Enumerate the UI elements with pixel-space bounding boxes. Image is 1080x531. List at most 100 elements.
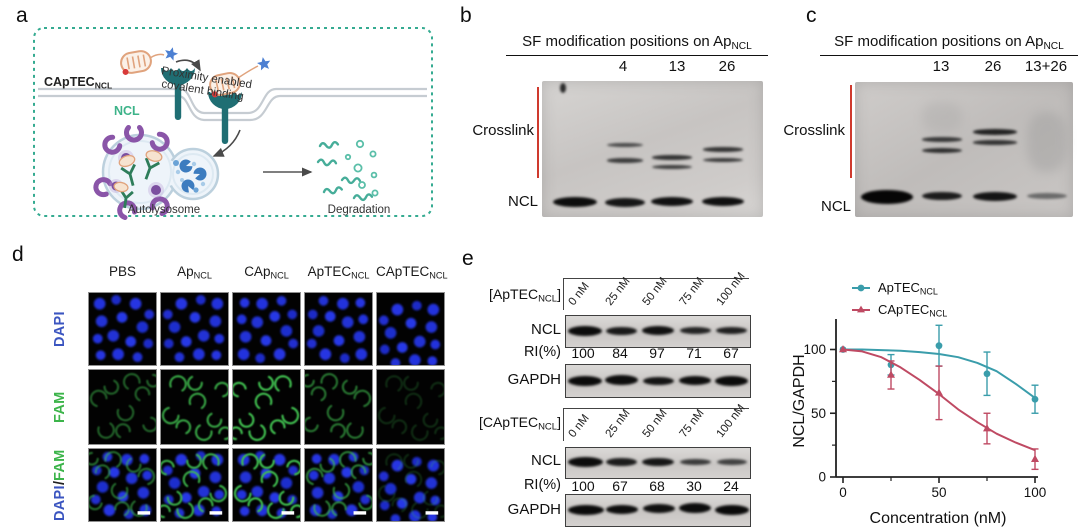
autolysosome-label: Autolysosome xyxy=(128,204,200,216)
blot-ncl-aptec xyxy=(565,315,751,348)
scale-bar xyxy=(137,511,151,515)
micrograph-dapi-aptec xyxy=(304,292,373,366)
ri-value: 71 xyxy=(686,345,702,361)
panel-label-e: e xyxy=(462,247,474,270)
ri-value: 30 xyxy=(686,478,702,494)
crosslink-label: Crosslink xyxy=(783,122,845,139)
gel-title-b: SF modification positions on ApNCL xyxy=(506,33,768,56)
blot-row-label-ncl: NCL xyxy=(530,321,561,338)
aptamer-icon xyxy=(118,48,154,77)
column-header-aptec: ApTECNCL xyxy=(307,264,370,281)
ri-value: 67 xyxy=(612,478,628,494)
dose-response-chart: ApTECNCL CApTECNCL 0 50 100 0 50 100 NCL/GAPD… xyxy=(791,280,1046,527)
blot-row-label-ncl: NCL xyxy=(530,452,561,469)
gel-title-c: SF modification positions on ApNCL xyxy=(820,33,1078,56)
scale-bar xyxy=(353,511,367,515)
svg-text:0: 0 xyxy=(818,470,826,485)
micrograph-dapi-ap xyxy=(160,292,229,366)
fluorophore-star-icon xyxy=(256,55,272,71)
gel-band xyxy=(702,197,744,206)
gel-band xyxy=(607,143,643,147)
ri-value: 84 xyxy=(612,345,628,361)
chart-plot-area: 0 50 100 0 50 100 xyxy=(803,324,1046,500)
concentration-label: 75 nM xyxy=(677,275,707,308)
blot-band xyxy=(642,458,674,466)
ri-label: RI(%) xyxy=(523,344,561,360)
gel-band xyxy=(922,137,962,142)
blot-band xyxy=(642,326,674,335)
gel-band xyxy=(607,158,643,163)
gel-band xyxy=(973,192,1017,201)
blot-band xyxy=(643,504,675,513)
micrograph-fam-cap xyxy=(232,369,301,445)
svg-text:100: 100 xyxy=(803,342,826,357)
lane-label: 13 xyxy=(932,58,950,75)
blot-band xyxy=(568,457,603,467)
blot-row-label-gapdh: GAPDH xyxy=(507,501,561,518)
gel-band xyxy=(651,197,693,206)
schematic-diagram: CApTECNCL NCL Proximity enabled covalent… xyxy=(33,27,433,222)
chart-legend: ApTECNCL CApTECNCL xyxy=(852,280,947,319)
internalization-arrow xyxy=(212,129,241,157)
blot-band xyxy=(679,503,711,513)
blot-header-aptec: [ApTECNCL] xyxy=(489,286,561,305)
autolysosome-graphic xyxy=(94,128,220,219)
blot-band xyxy=(717,459,747,465)
ri-value: 100 xyxy=(571,478,595,494)
micrograph-dapi-cap xyxy=(232,292,301,366)
micrograph-merge-ap xyxy=(160,448,229,522)
gel-band xyxy=(922,148,962,153)
degradation-label: Degradation xyxy=(328,204,391,216)
micrograph-merge-captec xyxy=(376,448,445,522)
micrograph-fam-pbs xyxy=(88,369,157,445)
micrograph-column-headers: PBS ApNCL CApNCL ApTECNCL CApTECNCL xyxy=(88,264,448,281)
gel-band xyxy=(652,165,692,169)
fluorophore-star-icon xyxy=(163,45,180,62)
svg-text:0: 0 xyxy=(839,485,847,500)
blot-band xyxy=(606,458,637,466)
gel-band xyxy=(861,190,913,204)
gel-image-b xyxy=(542,81,763,217)
blot-band xyxy=(605,375,638,385)
x-axis-label: Concentration (nM) xyxy=(870,510,1007,527)
blot-ncl-captec xyxy=(565,447,751,479)
micrograph-grid xyxy=(88,292,445,522)
blot-band xyxy=(679,376,711,385)
dashed-border xyxy=(33,27,433,217)
gel-band xyxy=(922,192,962,200)
micrograph-merge-cap xyxy=(232,448,301,522)
micrograph-fam-aptec xyxy=(304,369,373,445)
ri-value: 24 xyxy=(723,478,739,494)
concentration-label: 100 nM xyxy=(714,270,748,308)
lane-bracket xyxy=(563,408,749,409)
ri-value: 68 xyxy=(649,478,665,494)
binding-arrow xyxy=(175,59,201,72)
lane-bracket xyxy=(563,408,564,441)
column-header-ap: ApNCL xyxy=(177,264,212,281)
column-header-pbs: PBS xyxy=(108,264,136,279)
lane-label: 13+26 xyxy=(1024,58,1068,75)
micrograph-fam-captec xyxy=(376,369,445,445)
concentration-label: 50 nM xyxy=(640,407,670,440)
gel-smear xyxy=(922,102,962,132)
ncl-row-label: NCL xyxy=(820,198,851,215)
ri-value: 100 xyxy=(571,345,595,361)
gel-band xyxy=(973,129,1017,135)
blot-band xyxy=(568,505,604,515)
concentration-label: 0 nM xyxy=(566,412,592,440)
micrograph-merge-pbs xyxy=(88,448,157,522)
lysosome-contents xyxy=(109,150,164,209)
gel-band xyxy=(703,147,743,152)
column-header-cap: CApNCL xyxy=(244,264,289,281)
blot-row-label-gapdh: GAPDH xyxy=(507,371,561,388)
blot-band xyxy=(568,376,602,386)
row-label-dapi: DAPI xyxy=(52,311,68,347)
lane-label: 26 xyxy=(718,58,736,75)
scale-bar xyxy=(209,511,223,515)
blot-band xyxy=(643,377,674,385)
ri-value: 97 xyxy=(649,345,665,361)
lane-bracket xyxy=(563,278,749,279)
column-header-captec: CApTECNCL xyxy=(376,264,448,281)
ri-value: 67 xyxy=(723,345,739,361)
tether-line xyxy=(237,65,259,79)
